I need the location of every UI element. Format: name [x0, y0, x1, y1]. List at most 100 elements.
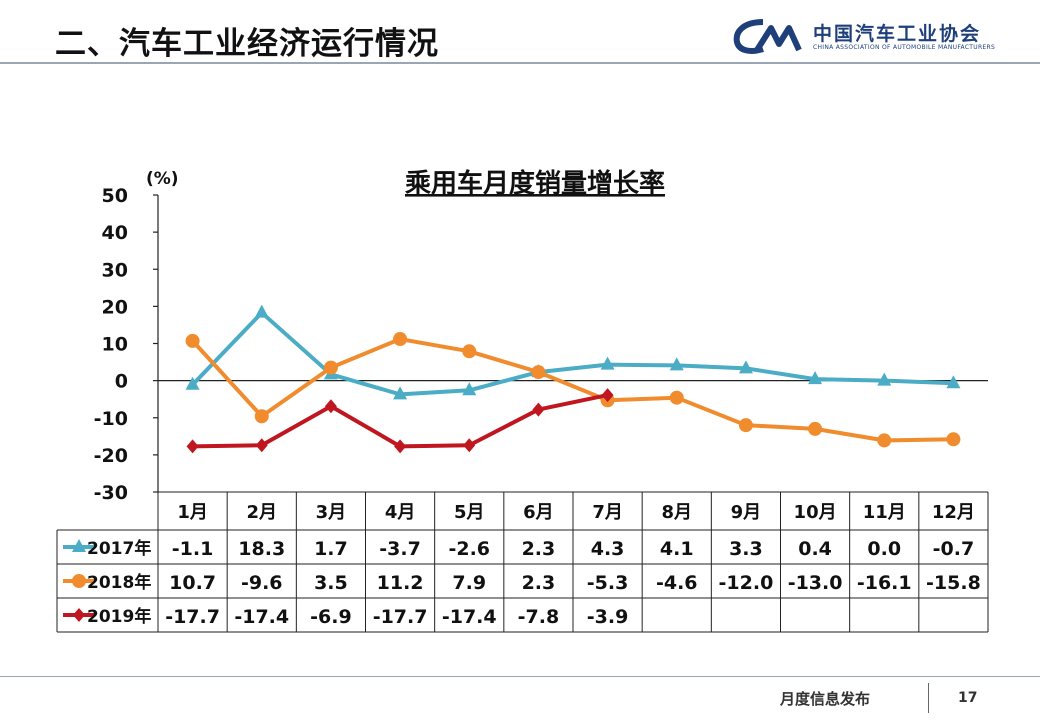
data-point — [738, 418, 753, 433]
data-table: 1月 2月 3月 4月 5月 6月 7月 8月 9月 10月 11月 12月 2017年 -1.1 18.3… — [56, 491, 989, 633]
legend-label: 2019年 — [87, 606, 151, 627]
data-label: -6.9 — [310, 606, 352, 628]
category-label: 5月 — [454, 502, 485, 523]
data-point — [669, 390, 684, 405]
data-point — [808, 421, 823, 436]
series-line-2018年 — [191, 337, 954, 443]
data-point — [186, 439, 199, 454]
page-title: 二、汽车工业经济运行情况 — [55, 26, 439, 62]
category-label: 10月 — [794, 502, 837, 523]
data-point — [877, 433, 892, 448]
logo-english-name: CHINA ASSOCIATION OF AUTOMOBILE MANUFACT… — [813, 44, 996, 51]
legend-swatch-marker — [72, 574, 86, 588]
data-label: 0.4 — [798, 538, 832, 560]
data-label: 0.0 — [867, 538, 901, 560]
data-point — [601, 388, 614, 403]
data-point — [946, 432, 961, 447]
caam-logo: 中国汽车工业协会 CHINA ASSOCIATION OF AUTOMOBILE… — [733, 16, 1003, 56]
data-label: -17.7 — [373, 606, 428, 628]
data-point — [323, 360, 338, 375]
data-label: -0.7 — [933, 538, 975, 560]
category-label: 12月 — [932, 502, 975, 523]
y-tick-label: 30 — [102, 259, 128, 281]
y-tick-label: 10 — [102, 334, 128, 356]
caam-logo-mark-icon — [733, 19, 802, 54]
y-tick-label: -20 — [94, 445, 128, 467]
data-label: 18.3 — [238, 538, 285, 560]
data-label: 10.7 — [169, 572, 216, 594]
legend-label: 2018年 — [87, 572, 151, 593]
data-label: -17.4 — [234, 606, 289, 628]
category-label: 6月 — [523, 502, 554, 523]
data-label: -2.6 — [448, 538, 490, 560]
data-point — [255, 438, 268, 453]
data-point — [531, 365, 546, 380]
legend-label: 2017年 — [87, 538, 151, 559]
data-point — [324, 399, 337, 414]
series-line-2019年 — [192, 393, 608, 449]
y-tick-label: 20 — [102, 296, 128, 318]
series-lines — [185, 304, 961, 454]
data-point — [877, 372, 892, 386]
data-point — [393, 386, 408, 400]
category-label: 9月 — [731, 502, 762, 523]
data-label: 1.7 — [314, 538, 348, 560]
data-label: -13.0 — [788, 572, 843, 594]
data-point — [600, 356, 615, 370]
category-label: 8月 — [661, 502, 692, 523]
logo-chinese-name: 中国汽车工业协会 — [813, 23, 982, 45]
footer-label: 月度信息发布 — [780, 690, 871, 708]
data-label: -17.4 — [442, 606, 497, 628]
data-point — [808, 371, 823, 385]
y-tick-label: 0 — [115, 371, 128, 393]
category-label: 11月 — [863, 502, 906, 523]
data-label: -9.6 — [241, 572, 283, 594]
data-point — [185, 376, 200, 390]
footer-separator — [928, 683, 929, 713]
header-divider — [0, 62, 1040, 64]
footer-divider — [0, 676, 1040, 677]
data-label: 3.5 — [314, 572, 348, 594]
data-point — [532, 402, 545, 417]
data-point — [254, 409, 269, 424]
data-label: -4.6 — [656, 572, 698, 594]
y-tick-label: 50 — [102, 185, 128, 207]
series-line-2017年 — [191, 310, 954, 397]
data-label: 2.3 — [522, 538, 556, 560]
data-label: -15.8 — [926, 572, 981, 594]
data-point — [254, 304, 269, 318]
category-label: 7月 — [592, 502, 623, 523]
chart-title: 乘用车月度销量增长率 — [404, 168, 665, 199]
data-point — [394, 439, 407, 454]
data-point — [462, 344, 477, 359]
data-point — [738, 360, 753, 374]
category-label: 3月 — [316, 502, 347, 523]
data-label: -1.1 — [172, 538, 214, 560]
axes: 50 40 30 20 10 0 -10 -20 -30 — [94, 185, 988, 504]
data-point — [393, 332, 408, 347]
data-point — [946, 375, 961, 389]
category-label: 2月 — [246, 502, 277, 523]
data-label: -3.7 — [379, 538, 421, 560]
data-label: 3.3 — [729, 538, 763, 560]
data-point — [462, 382, 477, 396]
page-number: 17 — [958, 690, 978, 706]
data-label: -5.3 — [587, 572, 629, 594]
category-label: 4月 — [385, 502, 416, 523]
data-label: -16.1 — [857, 572, 912, 594]
legend-swatch-marker — [72, 539, 86, 552]
data-label: -12.0 — [719, 572, 774, 594]
data-point — [185, 333, 200, 348]
y-tick-label: -10 — [94, 408, 128, 430]
category-label: 1月 — [177, 502, 208, 523]
data-label: -17.7 — [165, 606, 220, 628]
data-label: 7.9 — [452, 572, 486, 594]
y-tick-label: -30 — [94, 482, 128, 504]
data-label: 4.3 — [591, 538, 625, 560]
data-label: -7.8 — [518, 606, 560, 628]
data-label: 2.3 — [522, 572, 556, 594]
legend-swatch-marker — [73, 608, 85, 622]
y-tick-label: 40 — [102, 222, 128, 244]
data-point — [463, 438, 476, 453]
